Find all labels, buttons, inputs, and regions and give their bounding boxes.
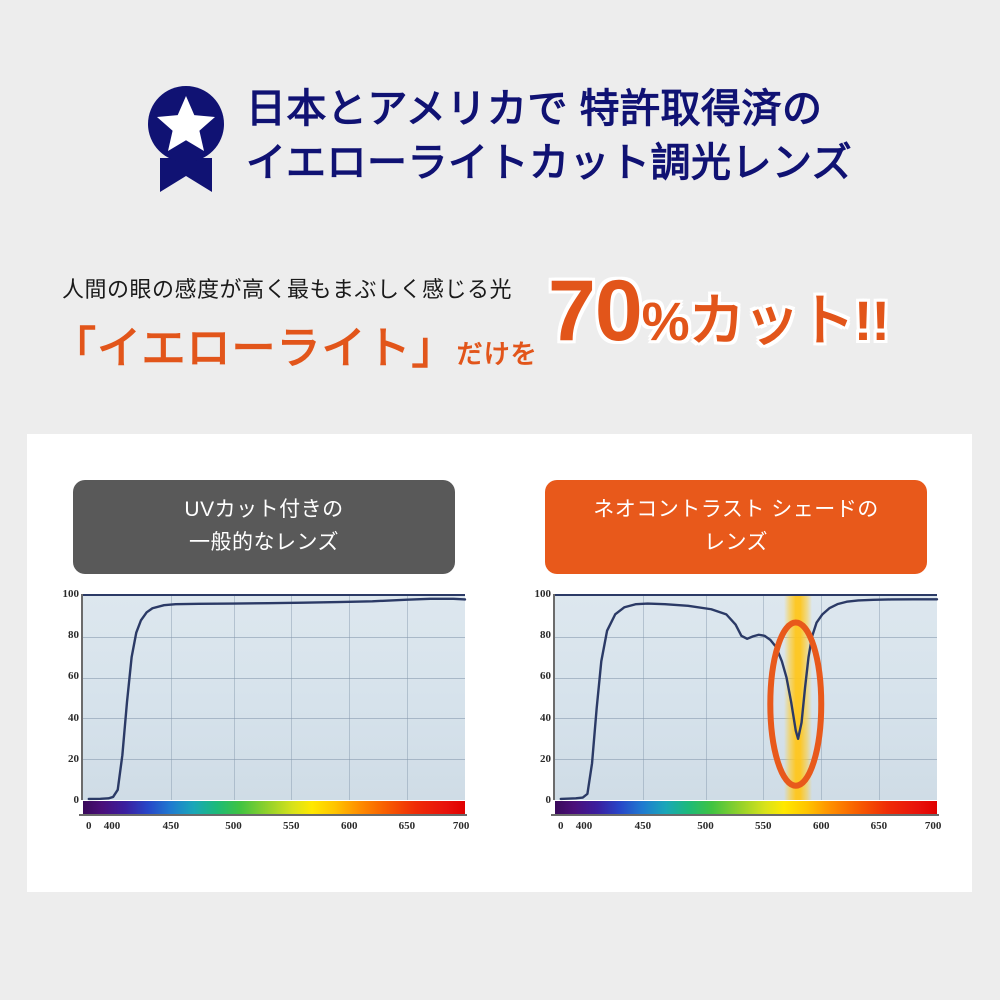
panel-title-neo-contrast-lens: ネオコントラスト シェードの レンズ [545,480,927,574]
y-axis-labels-left: 100 80 60 40 20 0 [45,588,80,806]
y-tick-40: 40 [540,711,551,724]
claim-left-block: 人間の眼の感度が高く最もまぶしく感じる光 「イエローライト」だけを [52,272,537,376]
vgridline-550 [763,596,765,800]
x-tick-600: 600 [341,820,358,832]
vgridline-550 [291,596,293,800]
x-tick-400: 400 [103,820,121,832]
chart-neo-contrast-lens: 100 80 60 40 20 0 [517,588,957,864]
y-axis-line-left [81,594,83,800]
y-tick-20: 20 [68,752,79,765]
plot-background-right [555,594,939,801]
vgridline-650 [878,596,880,800]
x-tick-550: 550 [282,820,300,832]
x-tick-550: 550 [754,820,772,832]
y-tick-0: 0 [73,794,80,806]
y-tick-0: 0 [545,794,552,806]
x-tick-450: 450 [162,820,180,832]
claim-highlight-line: 「イエローライト」だけを [52,312,537,376]
claim-highlight-text: 「イエローライト」 [52,324,457,373]
vgridline-450 [170,596,172,800]
transmittance-curve-left [87,597,467,801]
x-tick-0: 0 [557,820,564,832]
comparison-card: UVカット付きの 一般的なレンズ 100 80 60 40 20 0 [27,434,972,892]
cut-percentage: 70%カット!! [548,268,968,354]
y-tick-60: 60 [68,670,79,683]
yellow-cut-callout-ellipse [767,619,825,789]
x-tick-500: 500 [697,820,714,832]
gridline-20 [83,759,465,761]
x-tick-0: 0 [85,820,92,832]
x-axis-labels-left: 0 400 450 500 550 600 650 700 [83,820,469,842]
y-axis-line-right [553,594,555,800]
x-axis-line-left [79,814,467,816]
vgridline-600 [349,596,351,800]
x-tick-650: 650 [870,820,888,832]
x-tick-700: 700 [452,820,470,832]
plot-area-right [553,594,939,801]
panel-title-line-1: UVカット付きの [184,498,344,522]
y-tick-100: 100 [534,588,552,600]
chart-generic-lens: 100 80 60 40 20 0 [45,588,485,864]
percent-unit: % [641,292,690,352]
y-tick-100: 100 [62,588,80,600]
claim-small-text: 人間の眼の感度が高く最もまぶしく感じる光 [61,277,512,302]
vgridline-500 [233,596,235,800]
claim-section: 人間の眼の感度が高く最もまぶしく感じる光 「イエローライト」だけを 70%カット… [0,268,1000,402]
percent-katakana: カット [688,289,855,352]
claim-highlight-tail: だけを [456,340,538,369]
gridline-60 [83,677,465,679]
y-axis-labels-right: 100 80 60 40 20 0 [517,588,552,806]
x-tick-450: 450 [634,820,652,832]
header-line-2: イエローライトカット調光レンズ [245,141,853,185]
percent-number: 70 [548,263,643,359]
x-axis-line-right [551,814,939,816]
vgridline-450 [642,596,644,800]
panel-title-line-1: ネオコントラスト シェードの [593,498,879,522]
award-badge-star-icon [147,82,224,194]
panel-neo-contrast-lens: ネオコントラスト シェードの レンズ 100 80 60 40 20 0 [499,434,971,892]
x-tick-700: 700 [924,820,942,832]
plot-background-left [83,594,467,801]
y-tick-80: 80 [68,629,79,642]
header: 日本とアメリカで 特許取得済の イエローライトカット調光レンズ [0,78,1000,194]
percent-exclamation: !! [853,289,890,352]
gridline-40 [83,718,465,720]
gridline-80 [83,636,465,638]
plot-area-left [81,594,467,801]
x-tick-500: 500 [225,820,242,832]
panels-row: UVカット付きの 一般的なレンズ 100 80 60 40 20 0 [27,434,972,892]
header-line-1: 日本とアメリカで 特許取得済の [245,87,823,131]
panel-title-generic-lens: UVカット付きの 一般的なレンズ [73,480,455,574]
y-tick-20: 20 [540,752,551,765]
x-tick-400: 400 [575,820,593,832]
x-tick-600: 600 [813,820,830,832]
panel-title-line-2: レンズ [703,531,769,554]
vgridline-650 [406,596,408,800]
panel-title-line-2: 一般的なレンズ [188,531,340,554]
header-text-block: 日本とアメリカで 特許取得済の イエローライトカット調光レンズ [246,86,852,186]
y-tick-40: 40 [68,711,79,724]
claim-right-block: 70%カット!! [548,268,968,354]
transmittance-curve-right [559,598,939,801]
vgridline-500 [705,596,707,800]
y-tick-80: 80 [540,629,551,642]
x-tick-650: 650 [398,820,416,832]
spectrum-bar-right [555,801,937,814]
x-axis-labels-right: 0 400 450 500 550 600 650 700 [555,820,941,842]
spectrum-bar-left [83,801,465,814]
gridline-60 [555,677,937,679]
gridline-20 [555,759,937,761]
gridline-40 [555,718,937,720]
panel-generic-lens: UVカット付きの 一般的なレンズ 100 80 60 40 20 0 [27,434,499,892]
y-tick-60: 60 [540,670,551,683]
